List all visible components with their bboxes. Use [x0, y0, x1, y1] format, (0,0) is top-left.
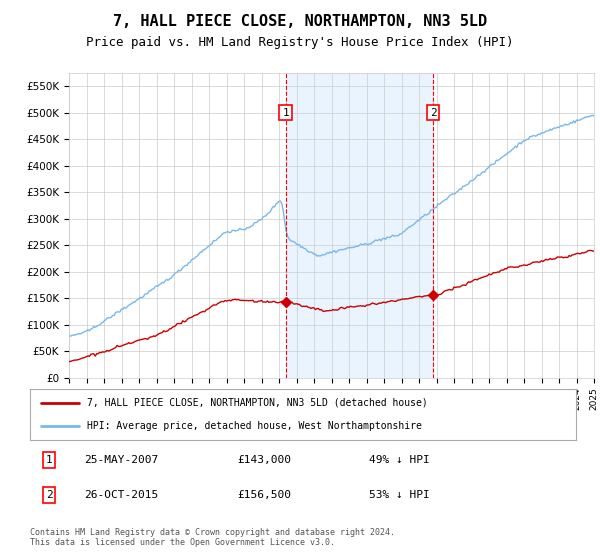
- Text: £156,500: £156,500: [238, 490, 292, 500]
- Text: 7, HALL PIECE CLOSE, NORTHAMPTON, NN3 5LD: 7, HALL PIECE CLOSE, NORTHAMPTON, NN3 5L…: [113, 14, 487, 29]
- Text: 1: 1: [282, 108, 289, 118]
- Text: 53% ↓ HPI: 53% ↓ HPI: [368, 490, 429, 500]
- Text: Price paid vs. HM Land Registry's House Price Index (HPI): Price paid vs. HM Land Registry's House …: [86, 36, 514, 49]
- Text: 49% ↓ HPI: 49% ↓ HPI: [368, 455, 429, 465]
- Text: 1: 1: [46, 455, 52, 465]
- Text: 26-OCT-2015: 26-OCT-2015: [85, 490, 159, 500]
- Bar: [286, 73, 433, 378]
- Text: 25-MAY-2007: 25-MAY-2007: [85, 455, 159, 465]
- Text: Contains HM Land Registry data © Crown copyright and database right 2024.
This d: Contains HM Land Registry data © Crown c…: [30, 528, 395, 547]
- Text: HPI: Average price, detached house, West Northamptonshire: HPI: Average price, detached house, West…: [88, 421, 422, 431]
- Text: 7, HALL PIECE CLOSE, NORTHAMPTON, NN3 5LD (detached house): 7, HALL PIECE CLOSE, NORTHAMPTON, NN3 5L…: [88, 398, 428, 408]
- Text: 2: 2: [430, 108, 437, 118]
- Text: £143,000: £143,000: [238, 455, 292, 465]
- Text: 2: 2: [46, 490, 52, 500]
